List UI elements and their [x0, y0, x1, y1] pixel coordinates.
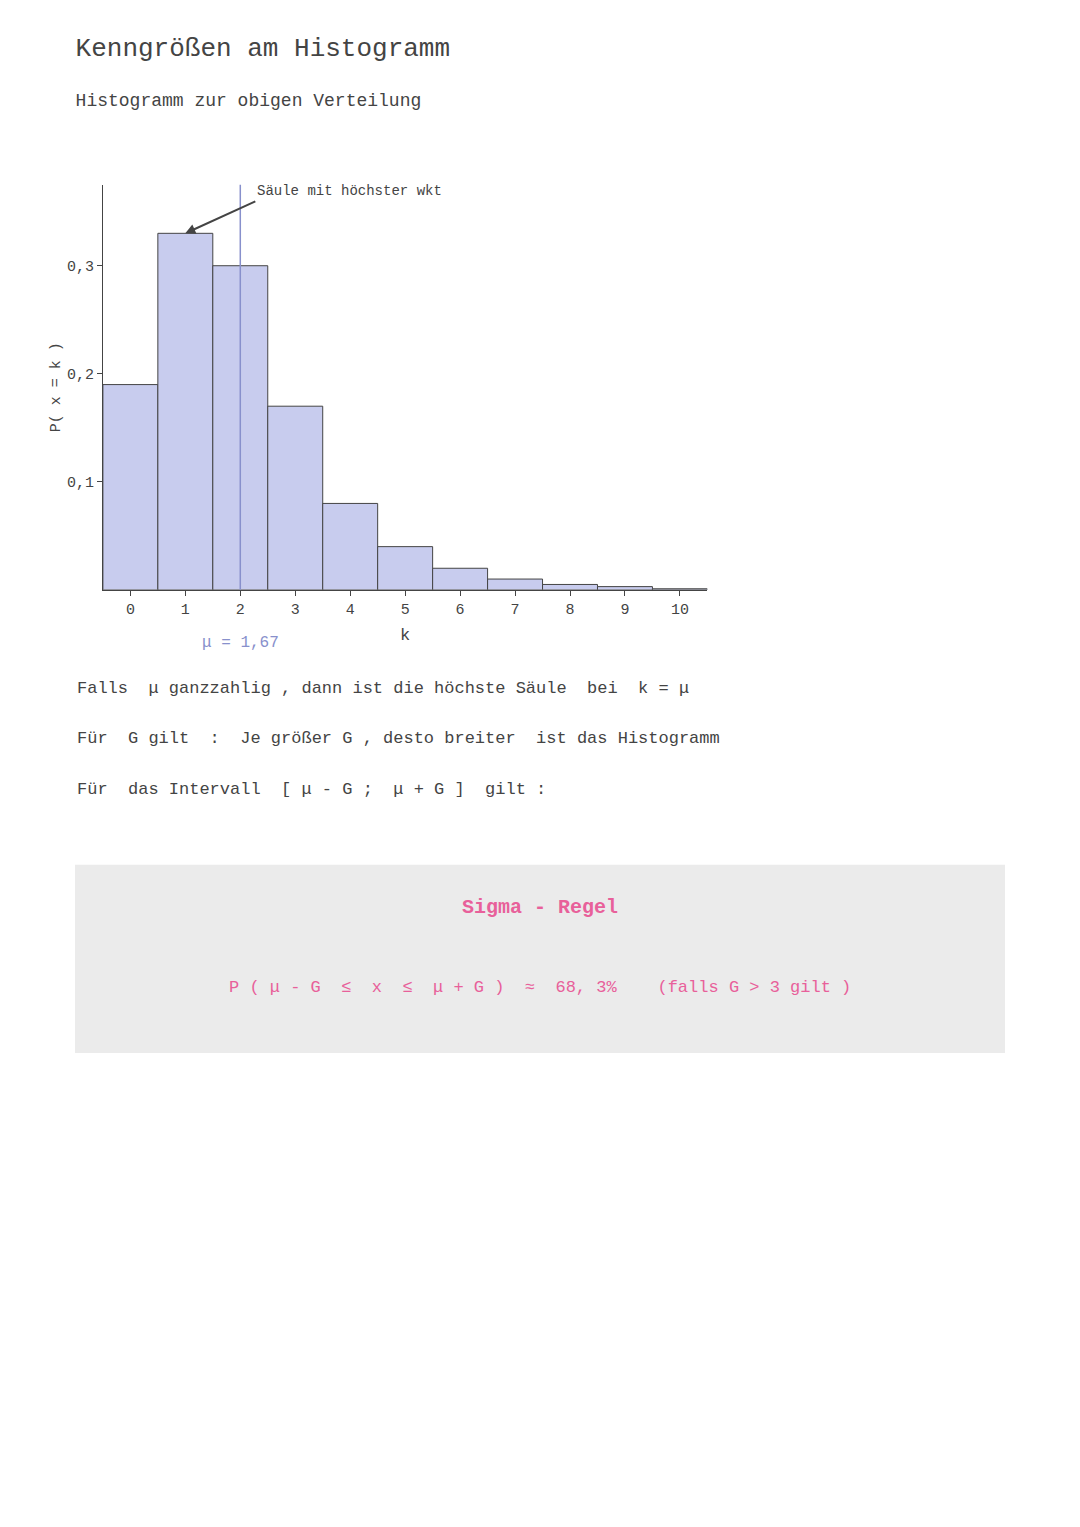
- svg-text:P( x = k ): P( x = k ): [48, 342, 65, 432]
- svg-text:0,2: 0,2: [67, 367, 94, 384]
- svg-text:0: 0: [126, 602, 135, 619]
- svg-text:Für G gilt : Je größer G ,: Für G gilt : Je größer G , desto breiter…: [77, 729, 720, 748]
- svg-text:0,1: 0,1: [67, 475, 94, 492]
- svg-text:Sigma - Regel: Sigma - Regel: [462, 896, 618, 919]
- svg-text:7: 7: [511, 602, 520, 619]
- svg-text:Säule mit höchster wkt: Säule mit höchster wkt: [257, 183, 442, 199]
- svg-text:Falls μ ganzzahlig , dann ist: Falls μ ganzzahlig , dann ist die höchst…: [77, 679, 689, 698]
- svg-text:3: 3: [291, 602, 300, 619]
- svg-text:Für das Intervall [ μ - G ;: Für das Intervall [ μ - G ; μ + G ] gilt…: [77, 780, 546, 799]
- svg-text:Kenngrößen am Histogramm: Kenngrößen am Histogramm: [76, 34, 450, 64]
- svg-text:4: 4: [346, 602, 355, 619]
- svg-text:k: k: [400, 626, 410, 645]
- svg-text:5: 5: [401, 602, 410, 619]
- svg-text:10: 10: [671, 602, 689, 619]
- svg-text:6: 6: [456, 602, 465, 619]
- svg-text:P ( μ - G ≤ x ≤ μ + G ) ≈: P ( μ - G ≤ x ≤ μ + G ) ≈ 68, 3% (falls …: [229, 978, 851, 997]
- svg-text:μ = 1,67: μ = 1,67: [202, 634, 279, 652]
- svg-text:0,3: 0,3: [67, 259, 94, 276]
- svg-text:2: 2: [236, 602, 245, 619]
- svg-text:Histogramm zur obigen Verteilu: Histogramm zur obigen Verteilung: [76, 91, 422, 111]
- svg-text:1: 1: [181, 602, 190, 619]
- svg-text:8: 8: [566, 602, 575, 619]
- svg-text:9: 9: [620, 602, 629, 619]
